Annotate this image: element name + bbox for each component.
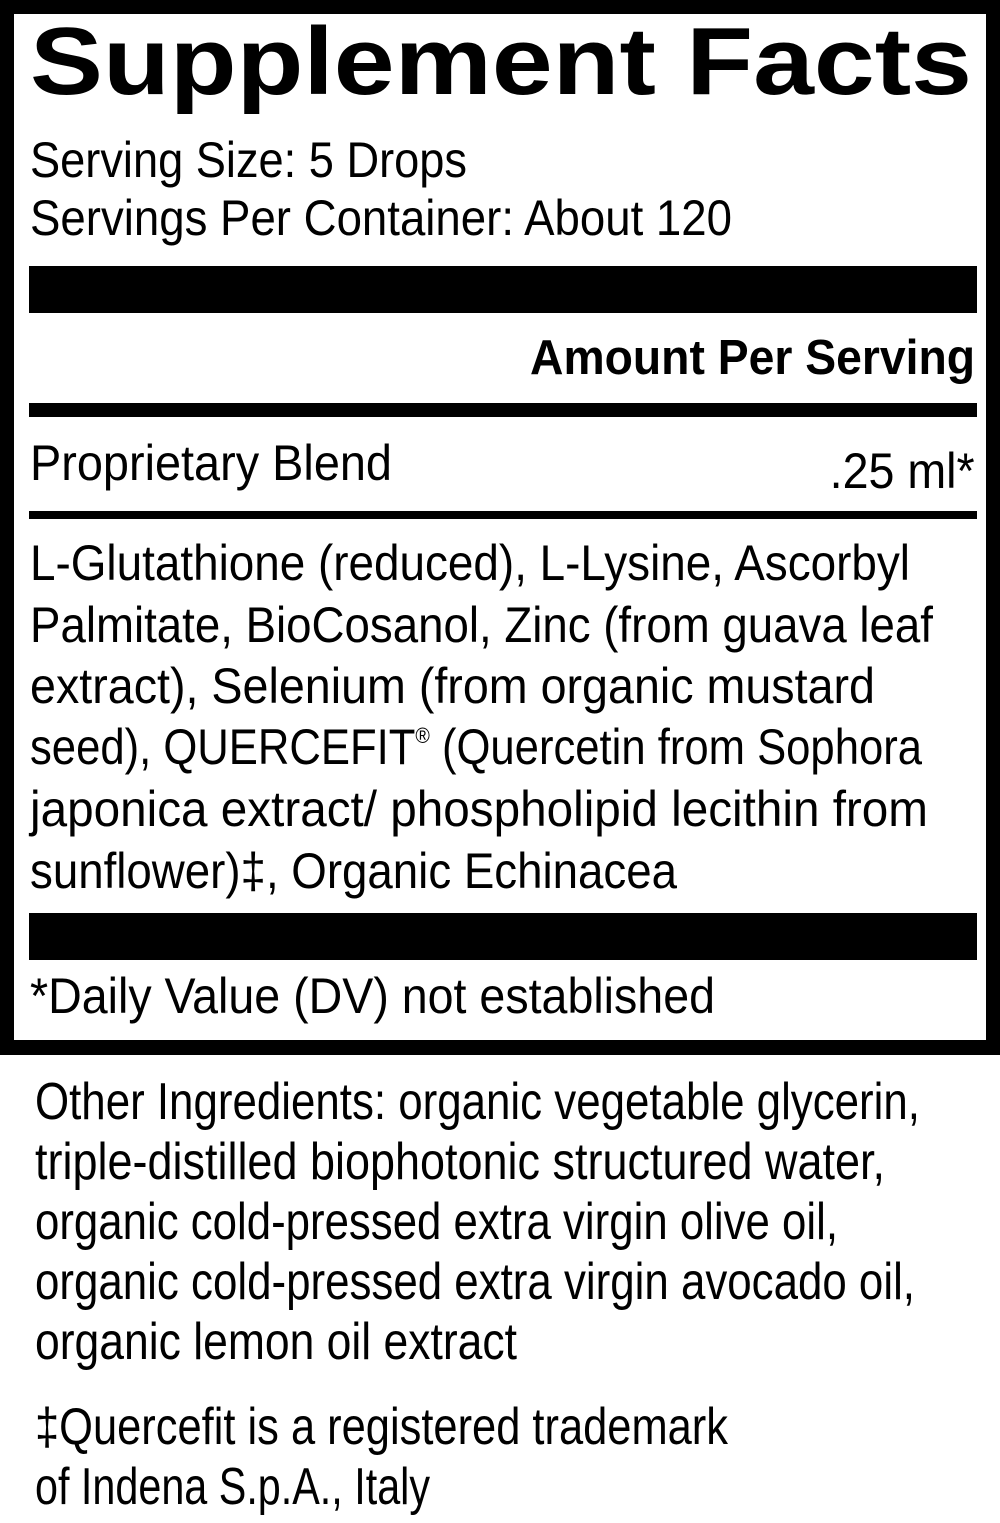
thin-divider [29, 511, 977, 519]
amount-per-serving-header: Amount Per Serving [530, 331, 975, 385]
thick-divider [29, 913, 977, 960]
other-ingredients-line: triple-distilled biophotonic structured … [35, 1133, 885, 1191]
ingredient-line: seed), QUERCEFIT® (Quercetin from Sophor… [30, 719, 922, 775]
ingredient-line: Palmitate, BioCosanol, Zinc (from guava … [30, 597, 933, 653]
trademark-note-line: of Indena S.p.A., Italy [35, 1458, 430, 1516]
ingredient-line: extract), Selenium (from organic mustard [30, 658, 875, 714]
divider [29, 403, 977, 417]
serving-size: Serving Size: 5 Drops [30, 132, 467, 188]
other-ingredients-line: organic cold-pressed extra virgin avocad… [35, 1253, 915, 1311]
ingredient-line: L-Glutathione (reduced), L-Lysine, Ascor… [30, 535, 910, 591]
blend-name: Proprietary Blend [30, 435, 392, 491]
ingredient-line: japonica extract/ phospholipid lecithin … [30, 781, 928, 837]
other-ingredients-line: organic lemon oil extract [35, 1313, 517, 1371]
trademark-note-line: ‡Quercefit is a registered trademark [35, 1398, 728, 1456]
panel-title: Supplement Facts [30, 8, 972, 115]
ingredient-line: sunflower)‡, Organic Echinacea [30, 843, 677, 899]
daily-value-note: *Daily Value (DV) not established [30, 968, 715, 1024]
other-ingredients-line: Other Ingredients: organic vegetable gly… [35, 1073, 920, 1131]
other-ingredients-line: organic cold-pressed extra virgin olive … [35, 1193, 838, 1251]
supplement-facts-panel [0, 0, 1000, 1055]
thick-divider [29, 266, 977, 313]
servings-per-container: Servings Per Container: About 120 [30, 190, 732, 246]
blend-amount: .25 ml* [830, 443, 975, 499]
